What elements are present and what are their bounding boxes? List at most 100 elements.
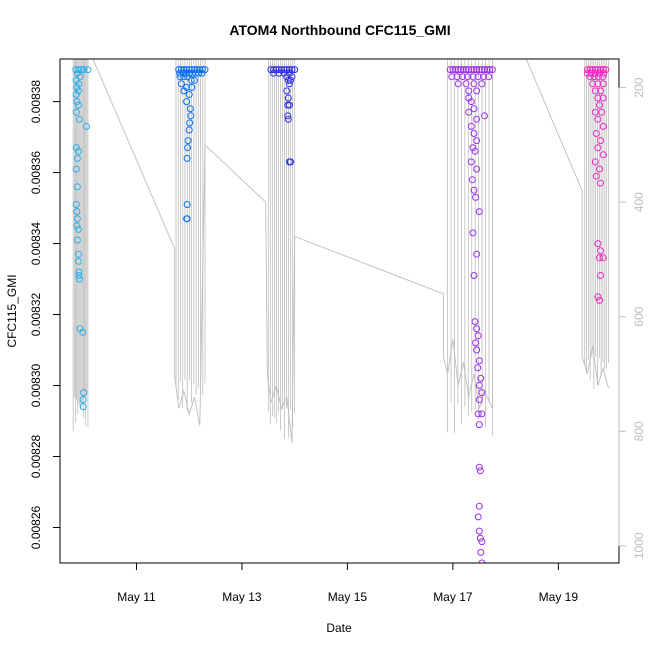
- x-tick-label: May 13: [222, 590, 262, 604]
- data-point: [475, 396, 483, 404]
- data-point: [474, 513, 482, 521]
- y-tick-label: 0.00834: [29, 222, 43, 266]
- data-point: [448, 73, 456, 81]
- data-point: [284, 94, 292, 102]
- data-point: [596, 165, 603, 173]
- y-tick-label: 0.00826: [29, 505, 43, 549]
- data-point: [465, 66, 473, 74]
- data-point: [84, 66, 92, 74]
- x-tick-label: May 17: [433, 590, 473, 604]
- data-point: [191, 76, 198, 84]
- data-point: [597, 87, 604, 95]
- data-point: [180, 87, 188, 95]
- chart-title: ATOM4 Northbound CFC115_GMI: [229, 22, 450, 38]
- data-point: [185, 91, 193, 98]
- data-point: [596, 296, 603, 304]
- data-point: [180, 73, 188, 81]
- data-point: [283, 87, 291, 95]
- data-point: [73, 183, 81, 191]
- data-point: [75, 257, 82, 265]
- data-point: [471, 318, 479, 326]
- data-point: [186, 105, 194, 113]
- data-point: [177, 66, 185, 74]
- data-point: [467, 122, 475, 130]
- data-point: [449, 66, 457, 74]
- data-point: [475, 382, 483, 389]
- data-point: [291, 66, 299, 74]
- data-point: [75, 80, 83, 88]
- data-point: [586, 73, 594, 81]
- y2-tick-label: 1000: [632, 532, 646, 559]
- data-point: [79, 396, 87, 404]
- data-point: [596, 101, 603, 109]
- data-point: [470, 66, 478, 74]
- data-point: [191, 66, 198, 74]
- data-point: [446, 66, 454, 74]
- y-axis: 0.00826 0.00828 0.00830 0.00832 0.00834 0.008…: [29, 80, 61, 549]
- data-point: [176, 73, 184, 81]
- data-point: [183, 98, 191, 106]
- data-point: [459, 66, 467, 74]
- data-point: [465, 87, 473, 95]
- data-point: [452, 66, 459, 74]
- data-point: [599, 151, 607, 159]
- data-point: [275, 66, 283, 74]
- data-point: [475, 502, 483, 510]
- y2-tick-label: 400: [632, 192, 646, 212]
- data-point: [198, 69, 206, 77]
- y2-axis: 200 400 600 800 1000: [618, 77, 646, 559]
- data-point: [285, 101, 293, 109]
- data-point: [473, 87, 481, 95]
- data-point: [462, 66, 470, 74]
- data-point: [473, 325, 481, 333]
- data-point: [80, 389, 88, 397]
- data-point: [597, 272, 604, 279]
- data-point: [177, 80, 185, 88]
- data-point: [594, 115, 602, 123]
- data-point: [476, 534, 484, 542]
- y2-tick-label: 200: [632, 77, 646, 97]
- data-point: [287, 158, 294, 166]
- data-point: [590, 73, 598, 81]
- data-point: [75, 268, 83, 276]
- data-point: [187, 76, 195, 84]
- data-point: [75, 250, 82, 258]
- data-point: [480, 73, 487, 81]
- x-axis-label: Date: [326, 621, 352, 635]
- data-point: [77, 66, 85, 74]
- data-point: [599, 66, 607, 74]
- data-point: [464, 73, 472, 81]
- data-point: [599, 73, 607, 81]
- data-point: [285, 66, 293, 74]
- data-point: [454, 80, 462, 88]
- data-point: [473, 346, 481, 354]
- data-point: [73, 222, 81, 230]
- data-point: [185, 126, 193, 134]
- data-point: [470, 130, 478, 137]
- data-point: [475, 357, 483, 365]
- data-point: [473, 250, 481, 258]
- data-point: [73, 98, 81, 106]
- data-point: [287, 76, 294, 84]
- data-point: [284, 115, 292, 123]
- data-point: [195, 69, 203, 77]
- data-point: [475, 66, 483, 74]
- data-point: [477, 548, 485, 556]
- data-point: [474, 73, 482, 81]
- data-point: [75, 87, 82, 95]
- y-tick-label: 0.00838: [29, 80, 43, 124]
- data-point: [270, 69, 278, 77]
- data-point: [180, 66, 188, 74]
- data-point: [469, 144, 477, 152]
- data-point: [73, 215, 81, 223]
- y2-tick-label: 600: [632, 306, 646, 326]
- data-point: [478, 410, 486, 418]
- data-point: [589, 80, 597, 88]
- data-point: [183, 154, 191, 162]
- y-tick-label: 0.00830: [29, 363, 43, 407]
- data-point: [72, 91, 80, 98]
- data-point: [594, 293, 602, 301]
- data-point: [478, 66, 486, 74]
- data-point: [478, 389, 486, 397]
- data-point: [486, 66, 494, 74]
